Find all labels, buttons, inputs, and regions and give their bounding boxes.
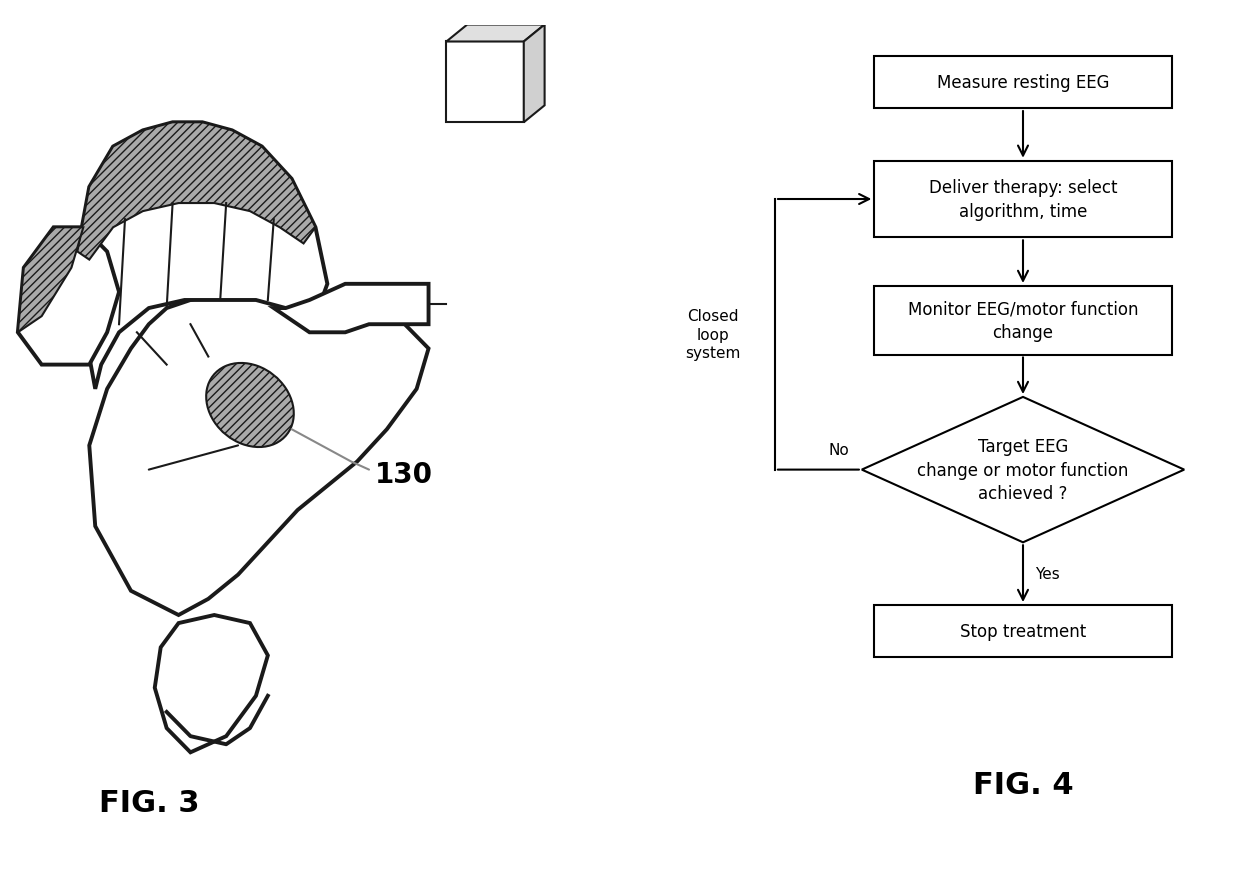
Polygon shape <box>77 123 327 389</box>
Polygon shape <box>77 123 315 260</box>
Text: No: No <box>828 443 849 458</box>
Text: Monitor EEG/motor function
change: Monitor EEG/motor function change <box>908 300 1138 341</box>
Text: 130: 130 <box>374 460 433 488</box>
FancyBboxPatch shape <box>874 287 1172 355</box>
Polygon shape <box>89 293 429 616</box>
Text: Closed
loop
system: Closed loop system <box>686 309 740 361</box>
Polygon shape <box>274 284 429 333</box>
Polygon shape <box>446 42 523 123</box>
Ellipse shape <box>206 364 294 447</box>
Text: Target EEG
change or motor function
achieved ?: Target EEG change or motor function achi… <box>918 438 1128 503</box>
Polygon shape <box>862 397 1184 543</box>
Text: Deliver therapy: select
algorithm, time: Deliver therapy: select algorithm, time <box>929 179 1117 220</box>
FancyBboxPatch shape <box>874 605 1172 658</box>
Text: FIG. 3: FIG. 3 <box>98 788 200 817</box>
Text: Stop treatment: Stop treatment <box>960 623 1086 640</box>
Text: Yes: Yes <box>1035 567 1060 581</box>
Polygon shape <box>17 228 119 365</box>
Polygon shape <box>523 25 544 123</box>
Polygon shape <box>446 25 544 42</box>
Text: FIG. 4: FIG. 4 <box>972 770 1074 799</box>
Text: Measure resting EEG: Measure resting EEG <box>936 74 1110 92</box>
Polygon shape <box>17 228 83 333</box>
FancyBboxPatch shape <box>874 56 1172 109</box>
FancyBboxPatch shape <box>874 161 1172 238</box>
Polygon shape <box>155 616 268 752</box>
